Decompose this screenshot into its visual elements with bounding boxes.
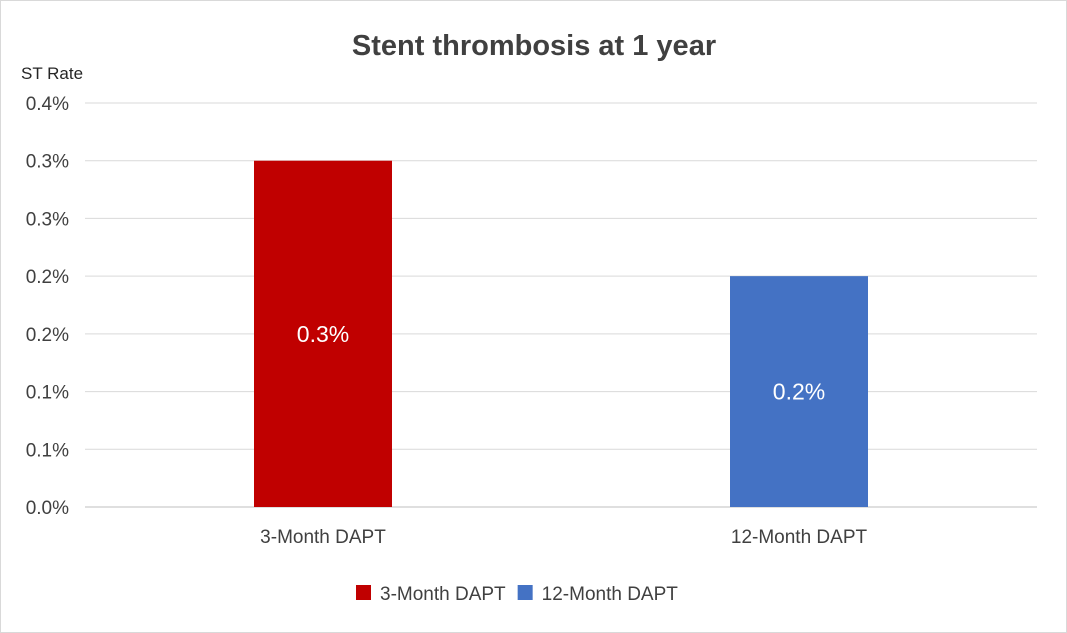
y-axis-label: ST Rate [21,64,83,83]
chart-title: Stent thrombosis at 1 year [352,30,716,62]
y-tick-label: 0.4% [26,94,69,115]
x-category-label: 3-Month DAPT [260,527,386,548]
y-tick-label: 0.1% [26,440,69,461]
data-labels: 0.3% 0.2% [297,321,825,405]
y-tick-label: 0.3% [26,209,69,230]
y-tick-label: 0.1% [26,383,69,404]
y-tick-label: 0.2% [26,267,69,288]
legend-swatch [517,585,533,600]
y-axis-ticks: 0.0% 0.1% 0.1% 0.2% 0.2% 0.3% 0.3% 0.4% [26,94,69,519]
bars [254,160,868,507]
x-axis-categories: 3-Month DAPT 12-Month DAPT [260,527,867,548]
bar-value-label: 0.3% [297,321,349,347]
y-tick-label: 0.0% [26,498,69,519]
bar [254,160,392,507]
legend-label: 3-Month DAPT [380,584,506,605]
bar [730,276,868,507]
y-tick-label: 0.2% [26,325,69,346]
legend-label: 12-Month DAPT [542,584,679,605]
y-tick-label: 0.3% [26,152,69,173]
x-category-label: 12-Month DAPT [731,527,868,548]
legend-swatch [356,585,371,600]
gridlines [85,102,1037,508]
bar-value-label: 0.2% [773,379,825,405]
legend: 3-Month DAPT 12-Month DAPT [356,584,678,605]
